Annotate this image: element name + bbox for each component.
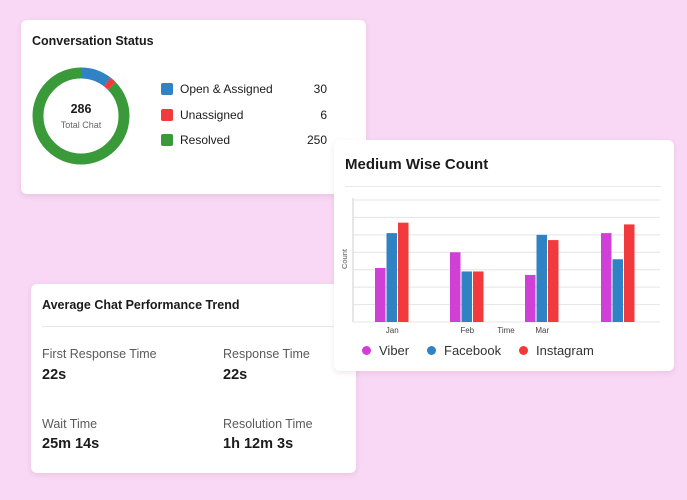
- total-chat-count: 286: [70, 102, 92, 116]
- bar-instagram-group4: [624, 224, 635, 322]
- bar-viber-group4: [601, 233, 612, 322]
- resolution-time-label: Resolution Time: [223, 417, 313, 431]
- legend-swatch: [161, 109, 173, 121]
- conversation-status-title: Conversation Status: [32, 34, 154, 48]
- legend-label: Unassigned: [180, 108, 244, 122]
- bar-facebook-group4: [612, 259, 623, 322]
- response-time-label: Response Time: [223, 347, 310, 361]
- bar-instagram-mar: [548, 240, 559, 322]
- wait-time-label: Wait Time: [42, 417, 98, 431]
- resolution-time-value: 1h 12m 3s: [223, 436, 294, 452]
- performance-divider: [42, 326, 345, 327]
- legend-label: Resolved: [180, 133, 231, 147]
- bar-facebook-mar: [536, 234, 547, 322]
- medium-wise-bar-chart: Count Jan Feb Mar Time: [340, 198, 660, 335]
- legend-value: 250: [306, 133, 327, 147]
- donut-center: 286 Total Chat: [29, 64, 133, 168]
- first-response-time-value: 22s: [42, 367, 67, 383]
- legend-value: 30: [313, 82, 327, 96]
- total-chat-label: Total Chat: [60, 120, 102, 130]
- legend-swatch: [161, 83, 173, 95]
- conversation-donut-chart: [32, 67, 130, 165]
- legend-value: 6: [320, 108, 327, 122]
- legend-swatch: [161, 134, 173, 146]
- response-time-value: 22s: [223, 367, 248, 383]
- donut-segment-resolved: [32, 67, 130, 165]
- bar-instagram-feb: [473, 271, 484, 322]
- wait-time-value: 25m 14s: [42, 436, 100, 452]
- x-tick-label: Feb: [460, 326, 474, 335]
- chart-divider: [345, 186, 661, 187]
- bar-viber-mar: [525, 274, 536, 322]
- x-tick-label: Mar: [535, 326, 549, 335]
- legend-instagram: Instagram: [519, 343, 594, 358]
- legend-dot: [362, 346, 371, 355]
- legend-facebook: Facebook: [427, 343, 501, 358]
- bar-viber-feb: [450, 252, 461, 322]
- x-tick-label: Jan: [386, 326, 399, 335]
- legend-viber: Viber: [362, 343, 409, 358]
- legend-label: Viber: [379, 343, 410, 358]
- legend-resolved: Resolved 250: [161, 132, 327, 148]
- legend-dot: [427, 346, 436, 355]
- performance-card: Average Chat Performance Trend First Res…: [31, 284, 356, 473]
- legend-unassigned: Unassigned 6: [161, 107, 327, 123]
- legend-open-assigned: Open & Assigned 30: [161, 81, 327, 97]
- legend-label: Open & Assigned: [180, 82, 273, 96]
- bar-facebook-feb: [461, 271, 472, 322]
- medium-wise-count-card: Medium Wise Count Count Jan Feb Mar Time Vib…: [334, 140, 674, 371]
- x-axis-label: Time: [497, 326, 515, 335]
- legend-label: Facebook: [444, 343, 502, 358]
- legend-label: Instagram: [536, 343, 594, 358]
- performance-title: Average Chat Performance Trend: [42, 298, 240, 312]
- y-axis-label: Count: [340, 248, 349, 269]
- bar-viber-jan: [375, 267, 386, 322]
- legend-dot: [519, 346, 528, 355]
- chart-title: Medium Wise Count: [345, 156, 489, 173]
- bar-facebook-jan: [386, 233, 397, 322]
- conversation-status-card: Conversation Status 286 Total Chat Open …: [21, 20, 366, 194]
- bar-instagram-jan: [398, 222, 409, 322]
- first-response-time-label: First Response Time: [42, 347, 157, 361]
